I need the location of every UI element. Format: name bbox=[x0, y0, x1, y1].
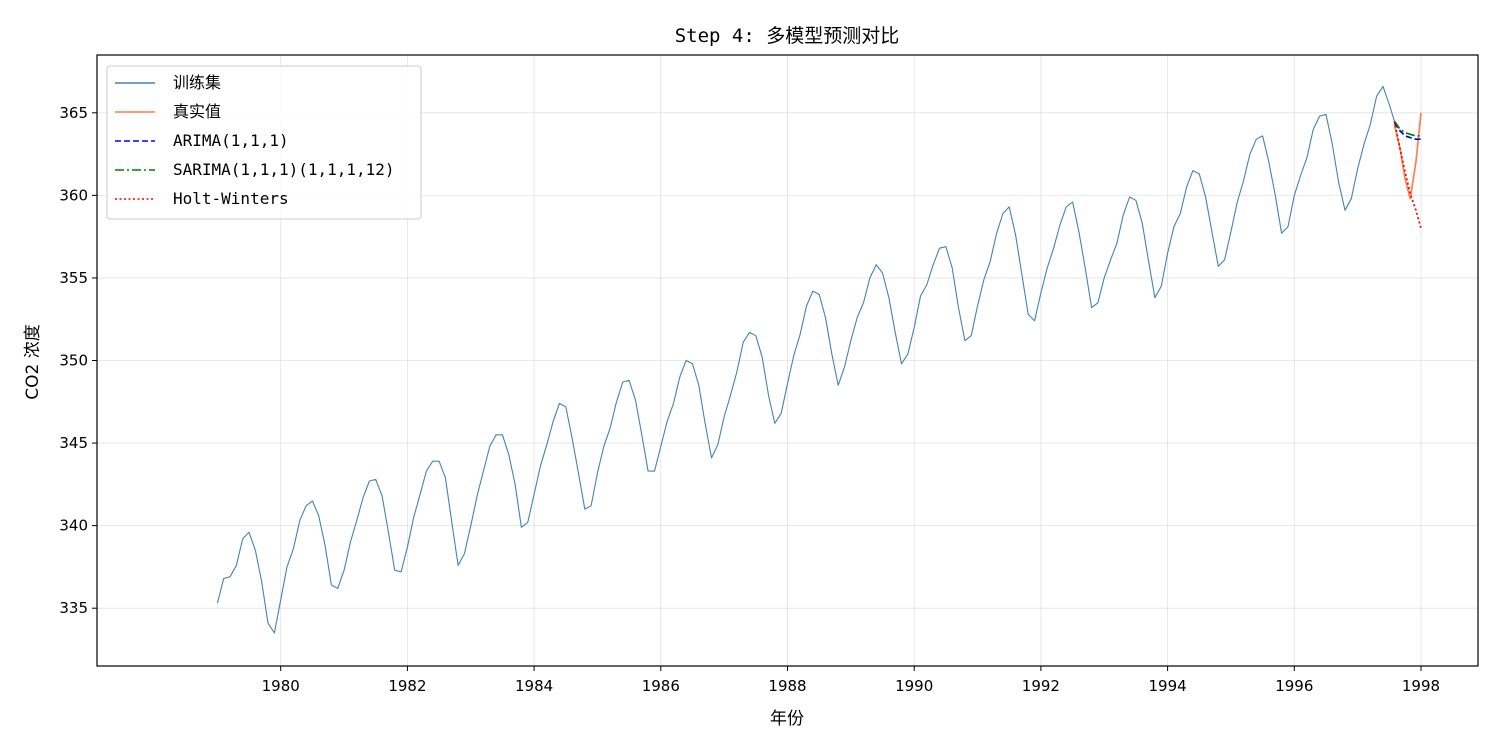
x-tick-label: 1984 bbox=[515, 677, 553, 695]
y-tick-label: 350 bbox=[59, 352, 88, 370]
x-tick-label: 1980 bbox=[262, 677, 300, 695]
x-tick-label: 1982 bbox=[388, 677, 426, 695]
legend-label: ARIMA(1,1,1) bbox=[173, 131, 289, 150]
legend-box bbox=[106, 65, 422, 220]
x-tick-label: 1998 bbox=[1402, 677, 1440, 695]
series-line-0 bbox=[216, 85, 1395, 634]
y-tick-label: 335 bbox=[59, 599, 88, 617]
y-tick-label: 340 bbox=[59, 517, 88, 535]
x-tick-label: 1986 bbox=[642, 677, 680, 695]
y-tick-label: 355 bbox=[59, 269, 88, 287]
x-tick-label: 1990 bbox=[895, 677, 933, 695]
legend-label: 真实值 bbox=[173, 102, 221, 121]
x-axis-label: 年份 bbox=[770, 709, 804, 729]
axes: 1980 1982 1984 1986 1988 1990 1992 1994 1996 1998… bbox=[59, 104, 1440, 695]
series-line-4 bbox=[1393, 120, 1422, 229]
chart-title: Step 4: 多模型预测对比 bbox=[675, 25, 900, 47]
legend-label: Holt-Winters bbox=[173, 189, 289, 208]
x-tick-label: 1988 bbox=[768, 677, 806, 695]
x-tick-label: 1994 bbox=[1148, 677, 1186, 695]
x-tick-label: 1992 bbox=[1022, 677, 1060, 695]
legend-label: SARIMA(1,1,1)(1,1,1,12) bbox=[173, 160, 395, 179]
y-tick-label: 345 bbox=[59, 434, 88, 452]
y-tick-label: 360 bbox=[59, 186, 88, 204]
series-line-3 bbox=[1393, 120, 1421, 137]
x-tick-label: 1996 bbox=[1275, 677, 1313, 695]
y-axis-label: CO2 浓度 bbox=[23, 324, 43, 399]
series-line-2 bbox=[1393, 122, 1421, 141]
plot-series bbox=[216, 85, 1422, 634]
y-tick-label: 365 bbox=[59, 104, 88, 122]
legend-label: 训练集 bbox=[173, 73, 221, 92]
